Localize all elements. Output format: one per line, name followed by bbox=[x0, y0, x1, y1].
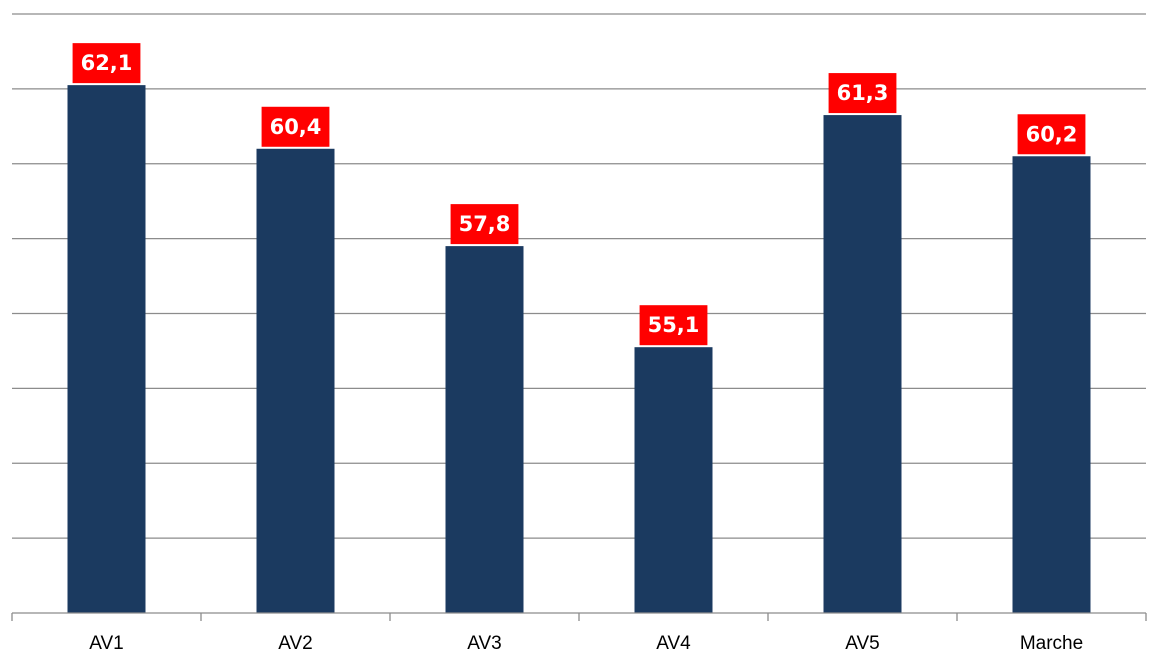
bars bbox=[67, 85, 1091, 614]
bar-av1 bbox=[67, 85, 146, 614]
bar-av2 bbox=[256, 148, 335, 613]
x-tick-label: AV3 bbox=[467, 633, 502, 654]
x-tick-label: AV5 bbox=[845, 633, 880, 654]
data-label-av4: 55,1 bbox=[639, 305, 708, 346]
data-label-background bbox=[639, 305, 708, 346]
data-label-av2: 60,4 bbox=[261, 106, 330, 147]
data-label-value: 62,1 bbox=[81, 51, 133, 75]
bar-marche bbox=[1012, 156, 1091, 613]
bar-av5 bbox=[823, 115, 902, 614]
data-label-value: 60,2 bbox=[1026, 122, 1078, 146]
data-label-value: 55,1 bbox=[648, 313, 700, 337]
x-axis: AV1 AV2 AV3 AV4 AV5 Marche bbox=[11, 612, 1147, 654]
data-labels: 62,1 60,4 57,8 55,1 61,3 60,2 bbox=[72, 43, 1086, 346]
data-label-av5: 61,3 bbox=[828, 73, 897, 114]
data-label-value: 60,4 bbox=[270, 115, 322, 139]
data-label-background bbox=[72, 43, 141, 84]
data-label-av1: 62,1 bbox=[72, 43, 141, 84]
x-tick-label: AV1 bbox=[89, 633, 124, 654]
data-label-background bbox=[450, 204, 519, 245]
data-label-marche: 60,2 bbox=[1017, 114, 1086, 155]
data-label-value: 57,8 bbox=[459, 212, 511, 236]
data-label-background bbox=[828, 73, 897, 114]
x-tick-label: AV2 bbox=[278, 633, 313, 654]
x-tick-label: AV4 bbox=[656, 633, 691, 654]
bar-av3 bbox=[445, 246, 524, 614]
bar-av4 bbox=[634, 347, 713, 613]
data-label-value: 61,3 bbox=[837, 81, 889, 105]
data-label-av3: 57,8 bbox=[450, 204, 519, 245]
gridlines bbox=[12, 13, 1146, 539]
x-tick-label: Marche bbox=[1020, 633, 1083, 654]
data-label-background bbox=[1017, 114, 1086, 155]
data-label-background bbox=[261, 106, 330, 147]
